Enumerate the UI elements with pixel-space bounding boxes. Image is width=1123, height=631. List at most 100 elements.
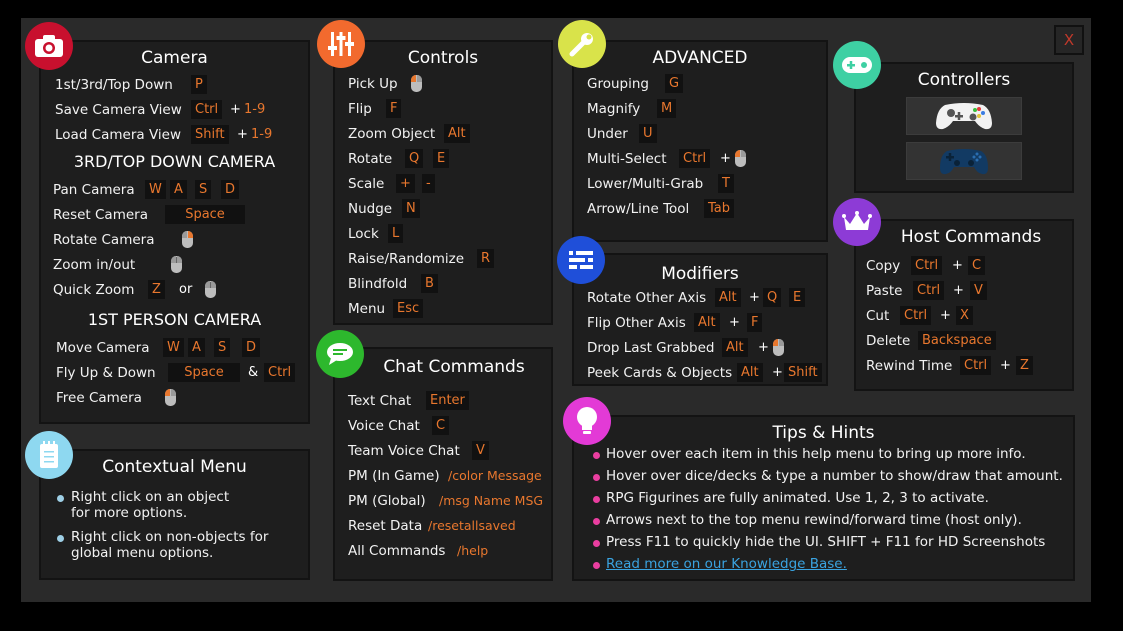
row-label: Paste — [866, 283, 903, 299]
chat-row: Text Chat Enter — [348, 391, 553, 411]
controls-row: Zoom Object Alt — [348, 124, 548, 144]
item-line: for more options. — [71, 505, 188, 521]
first-person-title: 1ST PERSON CAMERA — [87, 310, 262, 329]
chat-title: Chat Commands — [383, 357, 525, 377]
key-badge: W — [145, 180, 166, 199]
row-label: Lower/Multi-Grab — [587, 176, 704, 192]
row-label: Voice Chat — [348, 418, 420, 434]
tips-panel: Tips & Hints Hover over each item in thi… — [572, 415, 1075, 581]
row-label: Raise/Randomize — [348, 251, 465, 267]
command-text: /help — [457, 543, 489, 558]
camera-row: Move Camera W A S D — [56, 338, 306, 358]
host-commands-panel: Host Commands Copy Ctrl + C Paste Ctrl +… — [854, 219, 1074, 391]
key-badge: L — [388, 224, 404, 243]
amp-sign: & — [248, 365, 259, 380]
playstation-controller-button[interactable] — [906, 142, 1022, 180]
camera-title: Camera — [141, 48, 208, 68]
row-label: Under — [587, 126, 628, 142]
item-line: Right click on an object — [71, 489, 230, 505]
camera-row: Free Camera — [56, 388, 306, 408]
plus-sign: + — [749, 290, 760, 305]
key-badge: A — [170, 180, 187, 199]
row-label: Rotate — [348, 151, 393, 167]
tips-title: Tips & Hints — [772, 423, 875, 443]
key-badge: Ctrl — [913, 281, 945, 300]
plus-sign: + — [940, 308, 951, 323]
key-badge: N — [402, 199, 420, 218]
plus-sign: + — [1000, 358, 1011, 373]
advanced-row: Multi-Select Ctrl + — [587, 149, 822, 169]
plus-sign: + — [758, 340, 769, 355]
key-badge: Alt — [722, 338, 748, 357]
row-label: Menu — [348, 301, 386, 317]
controls-row: Menu Esc — [348, 299, 548, 319]
or-text: or — [179, 282, 193, 297]
controls-panel: Controls Pick Up Flip F Zoom Object Alt … — [333, 40, 553, 325]
contextual-menu-panel: Contextual Menu Right click on an object… — [39, 449, 310, 580]
crown-icon — [833, 198, 881, 246]
camera-row: Reset Camera Space — [53, 205, 303, 225]
modifiers-row: Peek Cards & Objects Alt + Shift — [587, 363, 825, 383]
key-badge: V — [970, 281, 987, 300]
advanced-row: Grouping G — [587, 74, 822, 94]
controls-row: Flip F — [348, 99, 548, 119]
key-badge: Tab — [704, 199, 735, 218]
row-label: Blindfold — [348, 276, 408, 292]
key-badge: F — [386, 99, 402, 118]
modifiers-title: Modifiers — [661, 264, 739, 284]
key-badge: E — [433, 149, 450, 168]
key-badge: Space — [165, 205, 245, 224]
left-mouse-icon — [735, 150, 746, 167]
camera-row: 1st/3rd/Top Down P — [55, 75, 305, 95]
key-badge: Ctrl — [900, 306, 932, 325]
controllers-title: Controllers — [917, 70, 1011, 90]
camera-icon — [25, 22, 73, 70]
row-label: Free Camera — [56, 390, 142, 406]
row-label: Quick Zoom — [53, 282, 135, 298]
close-button[interactable]: X — [1054, 25, 1084, 55]
key-badge: M — [657, 99, 677, 118]
advanced-title: ADVANCED — [652, 48, 748, 68]
knowledge-base-link[interactable]: Read more on our Knowledge Base. — [606, 556, 847, 572]
modifiers-row: Rotate Other Axis Alt + Q E — [587, 288, 825, 308]
row-label: Reset Camera — [53, 207, 148, 223]
gamepad-blue-icon — [940, 149, 988, 175]
middle-mouse-icon — [165, 389, 176, 406]
key-badge: Ctrl — [191, 100, 223, 119]
row-label: Pan Camera — [53, 182, 135, 198]
controls-row: Lock L — [348, 224, 548, 244]
key-text: 1-9 — [251, 127, 273, 142]
key-badge: Alt — [694, 313, 720, 332]
item-line: Right click on non-objects for — [71, 529, 269, 545]
key-badge: Esc — [393, 299, 424, 318]
advanced-row: Arrow/Line Tool Tab — [587, 199, 822, 219]
key-badge: Q — [763, 288, 782, 307]
notepad-icon — [25, 431, 73, 479]
key-badge: R — [477, 249, 495, 268]
xbox-controller-button[interactable] — [906, 97, 1022, 135]
lightbulb-icon — [563, 397, 611, 445]
plus-sign: + — [230, 102, 241, 117]
plus-sign: + — [772, 365, 783, 380]
row-label: Save Camera View — [55, 102, 182, 118]
key-badge: Alt — [444, 124, 470, 143]
gamepad-icon — [833, 41, 881, 89]
key-badge: - — [422, 174, 435, 193]
controls-title: Controls — [407, 48, 479, 68]
advanced-panel: ADVANCED Grouping G Magnify M Under U Mu… — [572, 40, 828, 242]
row-label: Text Chat — [348, 393, 412, 409]
scroll-wheel-icon — [171, 256, 182, 273]
row-label: Flip — [348, 101, 372, 117]
plus-sign: + — [953, 283, 964, 298]
item-line: global menu options. — [71, 545, 214, 561]
row-label: Zoom in/out — [53, 257, 136, 273]
row-label: Rotate Camera — [53, 232, 155, 248]
row-label: Peek Cards & Objects — [587, 365, 733, 381]
scroll-wheel-icon — [205, 281, 216, 298]
key-badge: + — [396, 174, 415, 193]
bullet-icon — [593, 452, 600, 459]
key-badge: Ctrl — [960, 356, 992, 375]
key-badge: Space — [168, 363, 240, 382]
key-badge: Alt — [737, 363, 763, 382]
key-badge: C — [432, 416, 450, 435]
